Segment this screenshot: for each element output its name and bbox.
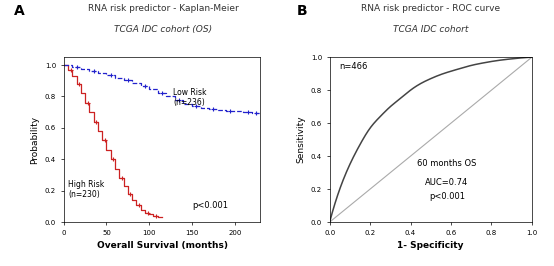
Y-axis label: Sensitivity: Sensitivity [296,116,305,164]
Text: RNA risk predictor - ROC curve: RNA risk predictor - ROC curve [361,4,501,13]
Text: RNA risk predictor - Kaplan-Meier: RNA risk predictor - Kaplan-Meier [88,4,239,13]
Text: TCGA IDC cohort (OS): TCGA IDC cohort (OS) [114,25,213,34]
X-axis label: 1- Specificity: 1- Specificity [397,241,464,250]
Text: n=466: n=466 [340,62,368,71]
Text: B: B [296,4,307,18]
Text: p<0.001: p<0.001 [429,192,465,201]
Text: p<0.001: p<0.001 [192,201,228,210]
Text: Low Risk
(n=236): Low Risk (n=236) [173,88,207,107]
Text: TCGA IDC cohort: TCGA IDC cohort [393,25,469,34]
Text: A: A [14,4,24,18]
X-axis label: Overall Survival (months): Overall Survival (months) [96,241,228,250]
Text: AUC=0.74: AUC=0.74 [425,178,469,186]
Text: 60 months OS: 60 months OS [417,159,476,168]
Text: High Risk
(n=230): High Risk (n=230) [68,180,104,199]
Y-axis label: Probability: Probability [30,116,39,164]
